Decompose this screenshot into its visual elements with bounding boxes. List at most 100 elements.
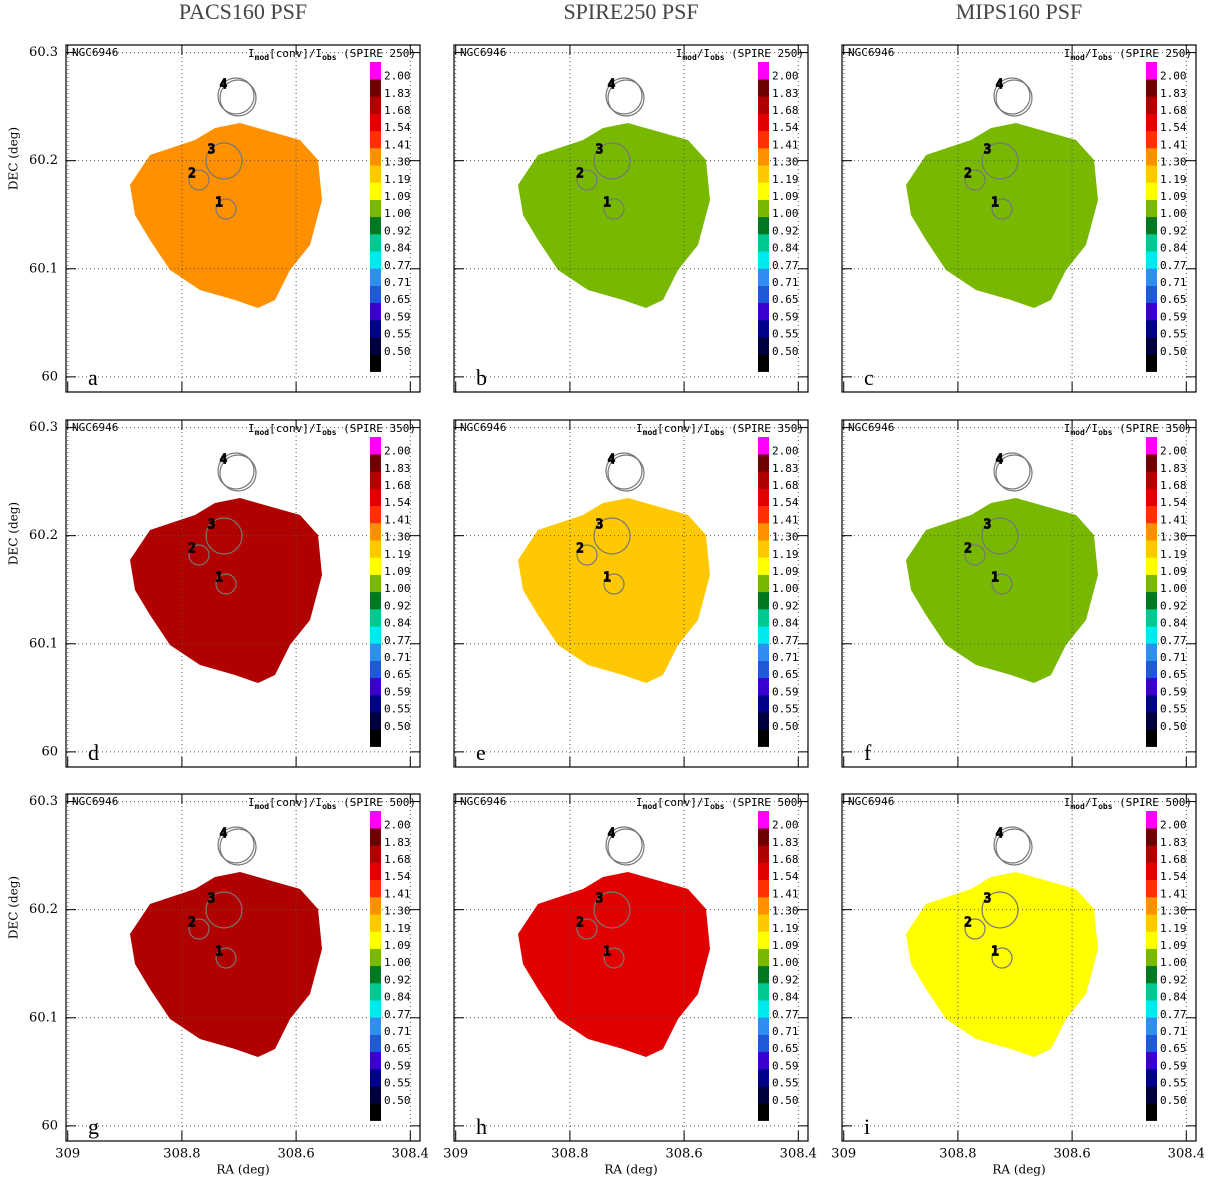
colorbar-segment xyxy=(370,437,381,455)
y-tick-label: 60 xyxy=(41,1118,58,1133)
subscript: obs xyxy=(710,802,725,811)
colorbar-label: 1.83 xyxy=(772,836,799,849)
colorbar-label: 1.30 xyxy=(772,905,799,918)
colorbar-segment xyxy=(1146,199,1157,218)
region-circle xyxy=(605,77,643,115)
region-circle xyxy=(576,169,598,191)
region-label: 4 xyxy=(607,453,615,468)
colorbar-label: 1.41 xyxy=(1160,887,1187,900)
colorbar-label: 1.00 xyxy=(772,582,799,595)
region-label: 2 xyxy=(576,916,584,931)
colorbar-label: 0.92 xyxy=(1160,973,1187,986)
region-label: 4 xyxy=(219,78,227,93)
galaxy-name: NGC6946 xyxy=(72,795,118,808)
galaxy-name: NGC6946 xyxy=(848,795,894,808)
colorbar-label: 1.41 xyxy=(772,887,799,900)
colorbar-segment xyxy=(758,354,769,372)
column-title: MIPS160 PSF xyxy=(956,0,1083,24)
panel-label: Imod[conv]/Iobs (SPIRE 350) xyxy=(248,422,416,437)
region-circle xyxy=(219,454,257,492)
galaxy-name: NGC6946 xyxy=(460,46,506,59)
label-part: I xyxy=(1064,796,1071,809)
colorbar-segment xyxy=(758,931,769,949)
colorbar-label: 0.77 xyxy=(384,259,411,272)
colorbar-label: 1.54 xyxy=(384,121,411,134)
colorbar-segment xyxy=(370,879,381,898)
colorbar-segment xyxy=(758,695,769,713)
colorbar-label: 0.65 xyxy=(384,1042,411,1055)
region-circle xyxy=(188,918,210,940)
x-tick-label: 308.6 xyxy=(277,1147,314,1162)
region-label: 2 xyxy=(964,167,972,182)
subscript: mod xyxy=(643,802,658,811)
colorbar-segment xyxy=(370,948,381,967)
label-part: [conv]/I xyxy=(269,422,322,435)
colorbar-segment xyxy=(370,1103,381,1121)
colorbar-label: 0.65 xyxy=(1160,293,1187,306)
colorbar-segment xyxy=(370,454,381,472)
subscript: mod xyxy=(643,428,658,437)
colorbar-segment xyxy=(370,302,381,321)
x-tick-label: 308.6 xyxy=(665,1147,702,1162)
label-part: I xyxy=(1064,422,1071,435)
label-part: (SPIRE 350) xyxy=(1113,422,1192,435)
region-circle xyxy=(981,517,1019,555)
y-tick-label: 60.1 xyxy=(29,1010,58,1025)
colorbar-label: 1.68 xyxy=(384,853,411,866)
colorbar-segment xyxy=(370,591,381,610)
colorbar-label: 1.19 xyxy=(1160,548,1187,561)
region-circle xyxy=(205,891,243,929)
panel: 60 60.1 60.2 60.3 DEC (deg) NGC6946 Imod[conv]… xyxy=(7,44,421,393)
colorbar-segment xyxy=(370,914,381,932)
colorbar-segment xyxy=(370,983,381,1001)
colorbar-label: 1.30 xyxy=(384,531,411,544)
region-circle xyxy=(605,452,643,490)
colorbar-label: 1.19 xyxy=(772,922,799,935)
colorbar-label: 0.84 xyxy=(384,991,411,1004)
y-axis-label: DEC (deg) xyxy=(7,502,21,565)
subscript: obs xyxy=(322,53,337,62)
y-tick-label: 60.2 xyxy=(29,153,58,168)
colorbar-label: 0.59 xyxy=(384,685,411,698)
colorbar-label: 0.77 xyxy=(384,634,411,647)
subscript: mod xyxy=(1070,802,1085,811)
colorbar-label: 2.00 xyxy=(772,445,799,458)
region-circle xyxy=(993,452,1031,490)
subscript: mod xyxy=(255,802,270,811)
region-label: 1 xyxy=(991,196,999,211)
region-circle xyxy=(995,79,1033,117)
x-tick-label: 309 xyxy=(443,1147,468,1162)
colorbar-segment xyxy=(1146,148,1157,166)
plot-frame xyxy=(65,793,421,1142)
y-tick-label: 60.2 xyxy=(29,902,58,917)
galaxy-name: NGC6946 xyxy=(848,421,894,434)
label-part: I xyxy=(248,47,255,60)
colorbar-label: 1.09 xyxy=(772,939,799,952)
colorbar-segment xyxy=(370,113,381,132)
region-label: 2 xyxy=(964,542,972,557)
colorbar-label: 1.54 xyxy=(384,870,411,883)
x-axis-label: RA (deg) xyxy=(216,1163,269,1177)
colorbar-label: 1.09 xyxy=(384,190,411,203)
colorbar-segment xyxy=(1146,62,1157,80)
colorbar-segment xyxy=(1146,182,1157,200)
colorbar-label: 0.59 xyxy=(772,685,799,698)
colorbar-segment xyxy=(758,965,769,984)
colorbar-label: 0.77 xyxy=(1160,634,1187,647)
colorbar-segment xyxy=(1146,337,1157,355)
label-part: [conv]/I xyxy=(269,47,322,60)
colorbar-label: 0.55 xyxy=(772,1077,799,1090)
colorbar-segment xyxy=(1146,948,1157,967)
x-tick-label: 308.8 xyxy=(163,1147,200,1162)
region-circle xyxy=(593,142,631,180)
plot-frame xyxy=(453,44,809,393)
region-circle xyxy=(603,947,625,969)
colorbar-segment xyxy=(1146,96,1157,114)
colorbar-label: 0.84 xyxy=(1160,242,1187,255)
region-circle xyxy=(219,79,257,117)
colorbar-label: 0.59 xyxy=(772,310,799,323)
colorbar-label: 0.71 xyxy=(1160,651,1187,664)
galaxy-name: NGC6946 xyxy=(460,795,506,808)
colorbar-label: 1.68 xyxy=(1160,479,1187,492)
x-tick-label: 308.4 xyxy=(780,1147,817,1162)
